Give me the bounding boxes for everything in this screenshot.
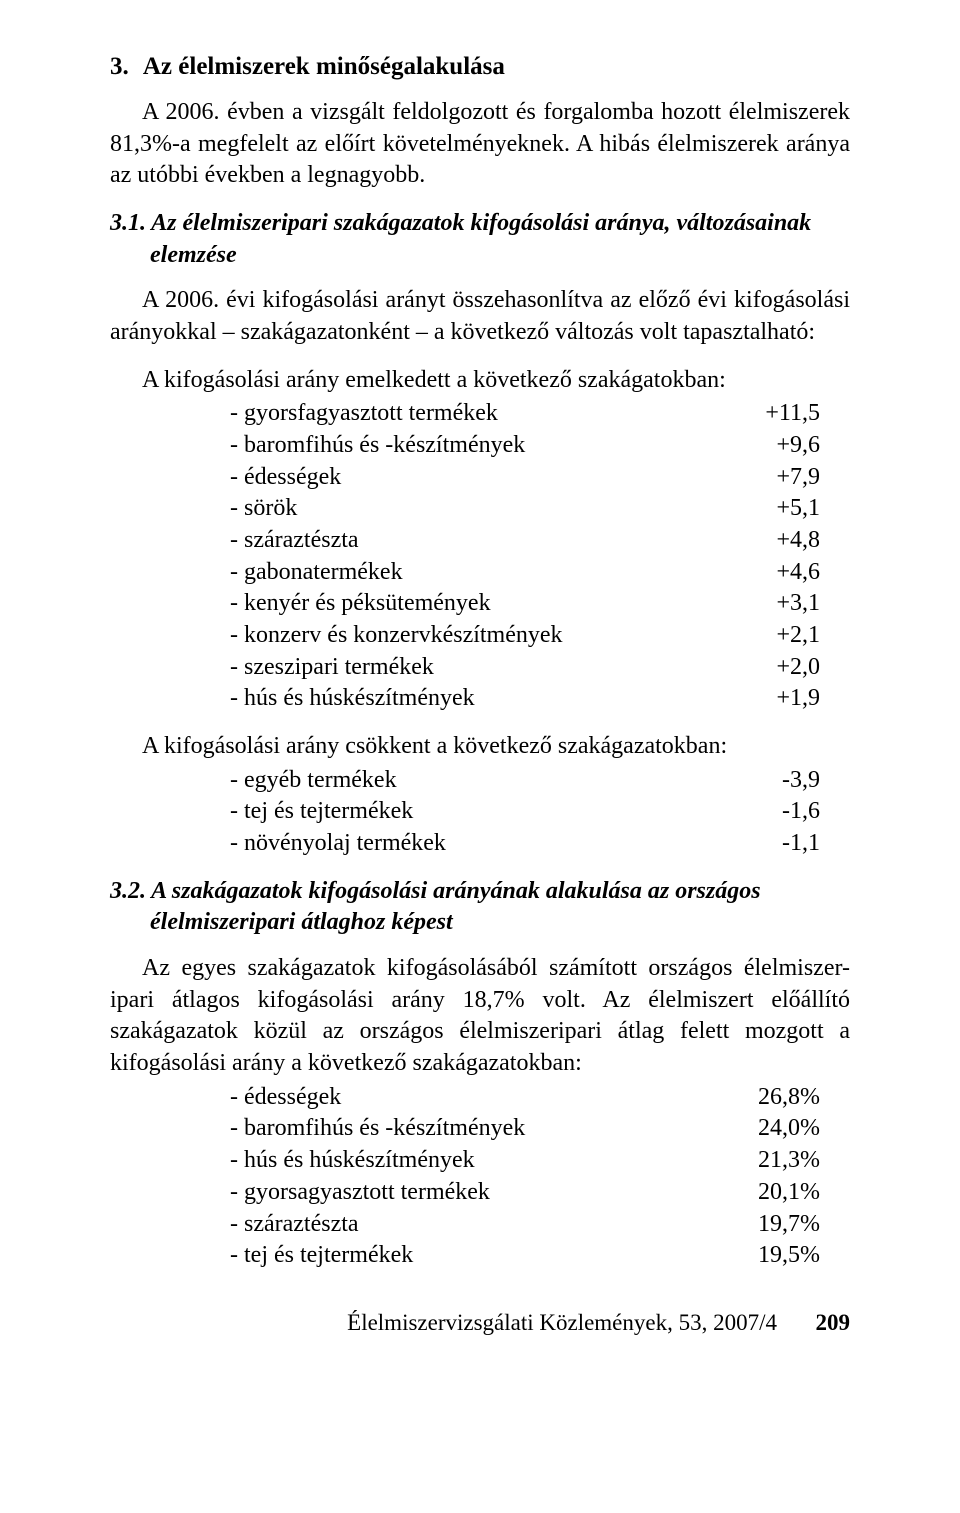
list-item-label: - hús és húskészítmények <box>230 1145 710 1177</box>
list-item: - édességek+7,9 <box>110 462 850 494</box>
list-item-label: - baromfihús és -készítmények <box>230 430 710 462</box>
list-item-value: +4,6 <box>710 557 850 589</box>
list-item-value: 20,1% <box>710 1177 850 1209</box>
list-item-label: - sörök <box>230 493 710 525</box>
list-item: - hús és húskészítmények+1,9 <box>110 683 850 715</box>
list-item: - sörök+5,1 <box>110 493 850 525</box>
list-item-value: +4,8 <box>710 525 850 557</box>
list-item: - tej és tejtermékek-1,6 <box>110 796 850 828</box>
list-item-label: - szeszipari termékek <box>230 652 710 684</box>
list-item: - száraztészta19,7% <box>110 1209 850 1241</box>
section-3-1-heading: 3.1. Az élelmiszeripari szakágazatok kif… <box>110 208 850 271</box>
list-item-label: - tej és tejtermékek <box>230 796 710 828</box>
list-item: - szeszipari termékek+2,0 <box>110 652 850 684</box>
list-item-label: - tej és tejtermékek <box>230 1240 710 1272</box>
footer-journal: Élelmiszervizsgálati Közlemények, 53, 20… <box>347 1310 777 1335</box>
list-item-label: - kenyér és péksütemények <box>230 588 710 620</box>
page-footer: Élelmiszervizsgálati Közlemények, 53, 20… <box>110 1308 850 1338</box>
section-3-2-list: - édességek26,8%- baromfihús és -készítm… <box>110 1082 850 1272</box>
list-item-value: 26,8% <box>710 1082 850 1114</box>
section-3-paragraph: A 2006. évben a vizsgált feldolgozott és… <box>110 97 850 192</box>
list-item-value: 19,7% <box>710 1209 850 1241</box>
list-item-label: - hús és húskészítmények <box>230 683 710 715</box>
list-item-label: - édességek <box>230 1082 710 1114</box>
list-item-value: 21,3% <box>710 1145 850 1177</box>
section-3-2-number: 3.2. <box>110 878 146 904</box>
list-item: - gyorsagyasztott termékek20,1% <box>110 1177 850 1209</box>
list-item-label: - egyéb termékek <box>230 765 710 797</box>
section-3-title: Az élelmiszerek minőségalakulása <box>143 53 505 80</box>
list-item-value: 24,0% <box>710 1113 850 1145</box>
list-item: - száraztészta+4,8 <box>110 525 850 557</box>
list-item-label: - gyorsagyasztott termékek <box>230 1177 710 1209</box>
footer-page-number: 209 <box>800 1308 850 1338</box>
list-item: - konzerv és konzervkészítmények+2,1 <box>110 620 850 652</box>
list-item: - édességek26,8% <box>110 1082 850 1114</box>
list-item: - baromfihús és -készítmények24,0% <box>110 1113 850 1145</box>
decrease-lead-text: A kifogásolási arány csökkent a következ… <box>110 731 850 763</box>
list-item: - tej és tejtermékek19,5% <box>110 1240 850 1272</box>
list-item: - növényolaj termékek-1,1 <box>110 828 850 860</box>
list-item-label: - gabonatermékek <box>230 557 710 589</box>
section-3-number: 3. <box>110 50 138 83</box>
list-item-value: +3,1 <box>710 588 850 620</box>
section-3-2-paragraph: Az egyes szakágazatok kifogásolásából sz… <box>110 953 850 1080</box>
list-item: - gyorsfagyasztott termékek+11,5 <box>110 398 850 430</box>
list-item-value: -1,1 <box>710 828 850 860</box>
list-item-value: 19,5% <box>710 1240 850 1272</box>
list-item-value: +2,1 <box>710 620 850 652</box>
list-item-label: - száraztészta <box>230 525 710 557</box>
list-item-value: +9,6 <box>710 430 850 462</box>
decrease-list: - egyéb termékek-3,9- tej és tejtermékek… <box>110 765 850 860</box>
section-3-2-heading: 3.2. A szakágazatok kifogásolási arányán… <box>110 876 850 939</box>
list-item-label: - konzerv és konzervkészítmények <box>230 620 710 652</box>
section-3-heading: 3. Az élelmiszerek minőségalakulása <box>110 50 850 83</box>
list-item-value: +1,9 <box>710 683 850 715</box>
list-item: - hús és húskészítmények21,3% <box>110 1145 850 1177</box>
list-item-value: +7,9 <box>710 462 850 494</box>
list-item-label: - növényolaj termékek <box>230 828 710 860</box>
list-item-value: +11,5 <box>710 398 850 430</box>
list-item-label: - gyorsfagyasztott termékek <box>230 398 710 430</box>
section-3-2-title: A szakágazatok kifogásolási arányának al… <box>150 878 761 936</box>
list-item: - egyéb termékek-3,9 <box>110 765 850 797</box>
increase-list: - gyorsfagyasztott termékek+11,5- baromf… <box>110 398 850 715</box>
section-3-1-paragraph-1: A 2006. évi kifogásolási arányt összehas… <box>110 285 850 348</box>
list-item-label: - baromfihús és -készítmények <box>230 1113 710 1145</box>
list-item-value: +2,0 <box>710 652 850 684</box>
list-item-label: - édességek <box>230 462 710 494</box>
list-item: - kenyér és péksütemények+3,1 <box>110 588 850 620</box>
list-item: - baromfihús és -készítmények+9,6 <box>110 430 850 462</box>
section-3-1-number: 3.1. <box>110 210 146 236</box>
list-item-value: -1,6 <box>710 796 850 828</box>
list-item-value: +5,1 <box>710 493 850 525</box>
list-item-value: -3,9 <box>710 765 850 797</box>
list-item: - gabonatermékek+4,6 <box>110 557 850 589</box>
increase-lead-text: A kifogásolási arány emelkedett a követk… <box>110 365 850 397</box>
section-3-1-title: Az élelmiszeripari szakágazatok kifogáso… <box>150 210 811 268</box>
list-item-label: - száraztészta <box>230 1209 710 1241</box>
